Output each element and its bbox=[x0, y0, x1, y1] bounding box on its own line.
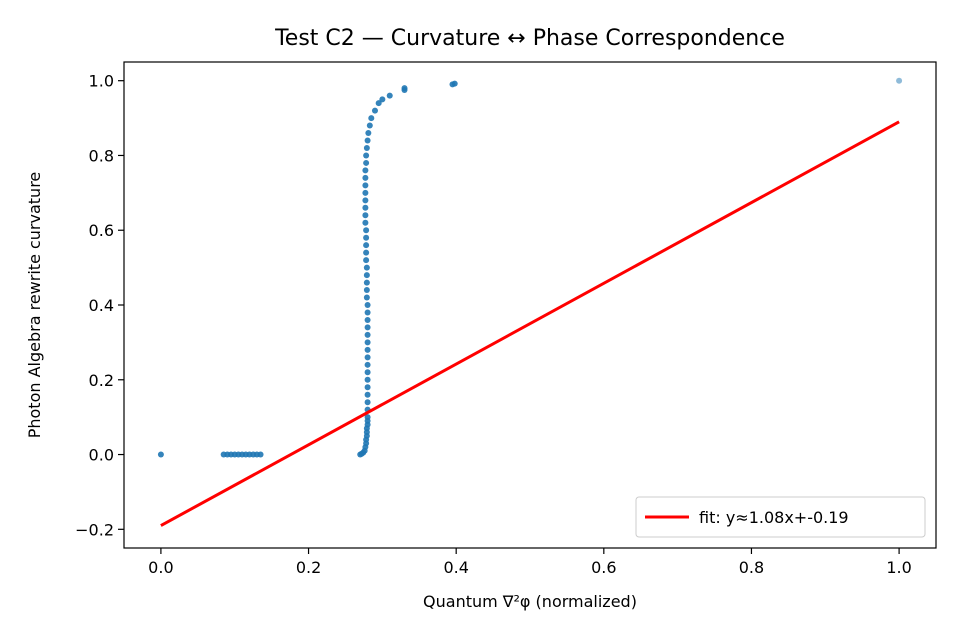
legend-box bbox=[635, 496, 926, 538]
x-axis-label: Quantum ∇²φ (normalized) bbox=[423, 592, 637, 611]
data-point bbox=[362, 212, 369, 219]
data-point bbox=[363, 264, 370, 271]
x-tick-label: 0.8 bbox=[739, 558, 764, 577]
data-point bbox=[379, 96, 386, 103]
x-tick-label: 0.6 bbox=[591, 558, 616, 577]
chart-title: Test C2 — Curvature ↔ Phase Corresponden… bbox=[274, 26, 785, 51]
data-point bbox=[364, 316, 371, 323]
data-point bbox=[363, 249, 370, 256]
data-point bbox=[364, 309, 371, 316]
points-layer bbox=[157, 77, 903, 458]
x-tick-label: 0.0 bbox=[148, 558, 173, 577]
x-ticks: 0.0 0.2 0.4 0.6 0.8 1.0 bbox=[148, 548, 912, 577]
x-tick-label: 0.2 bbox=[296, 558, 321, 577]
data-point bbox=[364, 414, 371, 421]
data-point bbox=[364, 346, 371, 353]
fit-line bbox=[160, 120, 900, 527]
plot-area: 0.0 0.2 0.4 0.6 0.8 1.0 −0.2 0.0 0.2 0.4 0.6 0.8 1.… bbox=[75, 61, 937, 577]
data-point bbox=[363, 294, 370, 301]
legend-fit-label: fit: y≈1.08x+-0.19 bbox=[699, 508, 849, 527]
data-point bbox=[896, 77, 903, 84]
y-tick-label: 0.4 bbox=[89, 296, 114, 315]
data-point bbox=[364, 399, 371, 406]
data-point bbox=[363, 234, 370, 241]
data-point bbox=[364, 384, 371, 391]
data-point bbox=[363, 287, 370, 294]
data-point bbox=[363, 144, 370, 151]
data-point bbox=[363, 152, 370, 159]
data-point bbox=[386, 92, 393, 99]
data-point bbox=[364, 137, 371, 144]
data-point bbox=[362, 182, 369, 189]
plot-frame bbox=[123, 61, 937, 549]
y-tick-label: 0.0 bbox=[89, 446, 114, 465]
data-point bbox=[364, 369, 371, 376]
data-point bbox=[364, 354, 371, 361]
data-point bbox=[364, 376, 371, 383]
y-tick-label: 0.8 bbox=[89, 146, 114, 165]
data-point bbox=[368, 115, 375, 122]
data-point bbox=[375, 100, 382, 107]
x-tick-label: 1.0 bbox=[886, 558, 911, 577]
data-point bbox=[364, 361, 371, 368]
data-point bbox=[364, 331, 371, 338]
y-tick-label: 1.0 bbox=[89, 72, 114, 91]
data-point bbox=[371, 107, 378, 114]
y-tick-label: −0.2 bbox=[75, 520, 114, 539]
data-point bbox=[257, 451, 264, 458]
data-point bbox=[362, 174, 369, 181]
fit-layer bbox=[160, 120, 900, 527]
y-tick-label: 0.6 bbox=[89, 221, 114, 240]
data-point bbox=[364, 339, 371, 346]
data-point bbox=[362, 219, 369, 226]
data-point bbox=[364, 302, 371, 308]
data-point bbox=[366, 122, 373, 129]
data-point bbox=[363, 242, 370, 249]
data-point bbox=[363, 272, 370, 279]
data-point bbox=[363, 257, 370, 264]
data-point bbox=[362, 189, 369, 196]
data-point bbox=[363, 279, 370, 286]
x-tick-label: 0.4 bbox=[443, 558, 468, 577]
data-point bbox=[362, 167, 369, 174]
y-tick-label: 0.2 bbox=[89, 371, 114, 390]
data-point bbox=[362, 204, 369, 211]
data-point bbox=[363, 159, 370, 166]
data-point bbox=[157, 451, 164, 458]
data-point bbox=[451, 80, 458, 87]
y-axis-label: Photon Algebra rewrite curvature bbox=[25, 172, 44, 439]
data-point bbox=[363, 227, 370, 234]
data-point bbox=[401, 85, 408, 92]
data-point bbox=[365, 130, 372, 137]
legend: fit: y≈1.08x+-0.19 bbox=[635, 496, 926, 538]
data-point bbox=[362, 197, 369, 204]
y-ticks: −0.2 0.0 0.2 0.4 0.6 0.8 1.0 bbox=[75, 72, 124, 539]
data-point bbox=[364, 324, 371, 331]
data-point bbox=[364, 391, 371, 398]
